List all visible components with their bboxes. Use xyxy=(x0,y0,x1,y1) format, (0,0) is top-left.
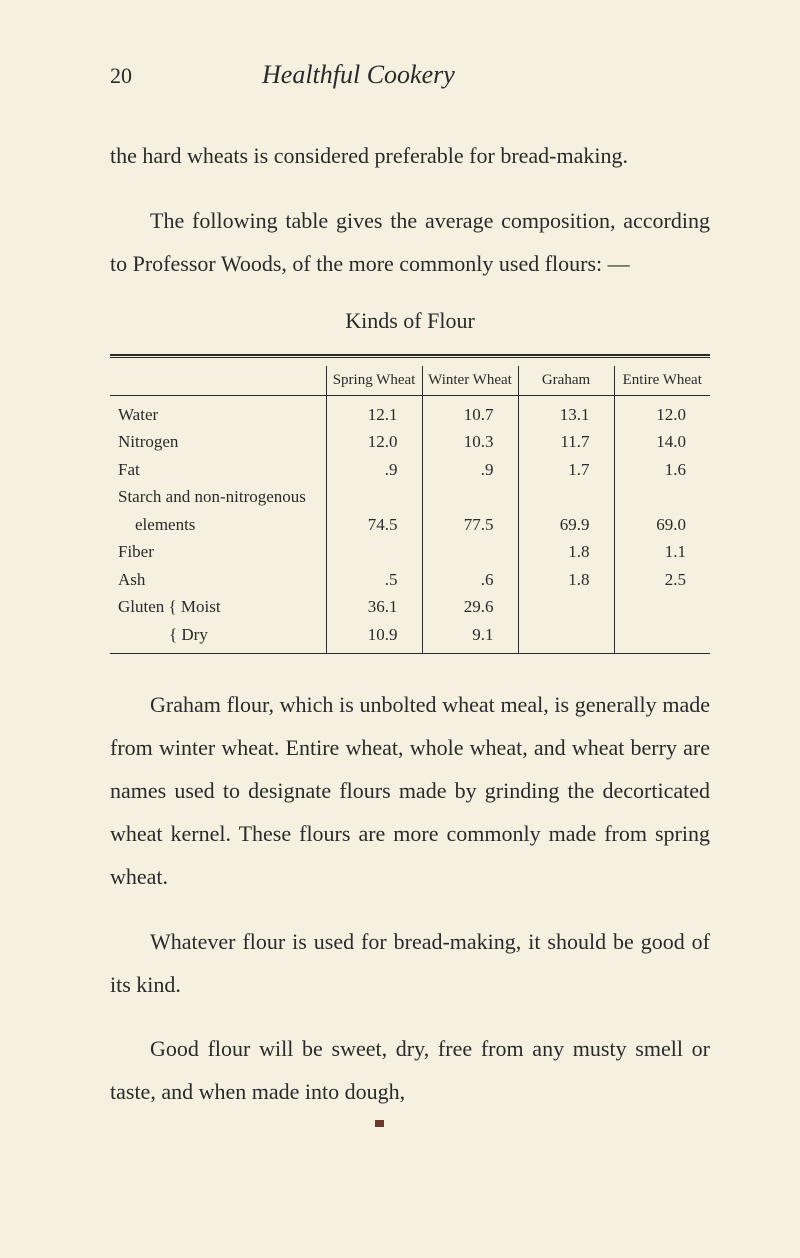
cell xyxy=(518,483,614,511)
cell: .9 xyxy=(422,456,518,484)
table-row: Fat .9 .9 1.7 1.6 xyxy=(110,456,710,484)
header-entire: Entire Wheat xyxy=(614,366,710,396)
row-label: Fat xyxy=(110,456,326,484)
cell: 1.1 xyxy=(614,538,710,566)
body-paragraph-1: Graham flour, which is unbolted wheat me… xyxy=(110,684,710,898)
cell xyxy=(518,621,614,654)
cell xyxy=(326,538,422,566)
row-label: Fiber xyxy=(110,538,326,566)
ornament-icon xyxy=(375,1120,384,1127)
row-label: Ash xyxy=(110,566,326,594)
row-label: elements xyxy=(110,511,326,539)
cell: .6 xyxy=(422,566,518,594)
table-header-row: Spring Wheat Winter Wheat Graham Entire … xyxy=(110,366,710,396)
row-label: Gluten { Moist xyxy=(110,593,326,621)
cell xyxy=(518,593,614,621)
table-top-rule xyxy=(110,354,710,358)
cell xyxy=(326,483,422,511)
cell: .5 xyxy=(326,566,422,594)
header-winter: Winter Wheat xyxy=(422,366,518,396)
table-row: { Dry 10.9 9.1 xyxy=(110,621,710,654)
header-graham: Graham xyxy=(518,366,614,396)
cell: 1.8 xyxy=(518,566,614,594)
intro-paragraph-2: The following table gives the average co… xyxy=(110,200,710,286)
row-label: Nitrogen xyxy=(110,428,326,456)
cell: 10.7 xyxy=(422,395,518,428)
cell xyxy=(614,483,710,511)
cell: 10.3 xyxy=(422,428,518,456)
header-blank xyxy=(110,366,326,396)
page-title: Healthful Cookery xyxy=(262,60,455,90)
flour-table: Spring Wheat Winter Wheat Graham Entire … xyxy=(110,366,710,655)
cell: 10.9 xyxy=(326,621,422,654)
intro-paragraph-1: the hard wheats is considered preferable… xyxy=(110,135,710,178)
table-row: Nitrogen 12.0 10.3 11.7 14.0 xyxy=(110,428,710,456)
table-title: Kinds of Flour xyxy=(110,308,710,334)
cell: 29.6 xyxy=(422,593,518,621)
cell: .9 xyxy=(326,456,422,484)
body-text: Graham flour, which is unbolted wheat me… xyxy=(110,684,710,1127)
row-label: { Dry xyxy=(110,621,326,654)
cell xyxy=(614,621,710,654)
table-row: Ash .5 .6 1.8 2.5 xyxy=(110,566,710,594)
cell: 14.0 xyxy=(614,428,710,456)
page-number: 20 xyxy=(110,63,132,89)
cell: 12.1 xyxy=(326,395,422,428)
cell: 12.0 xyxy=(614,395,710,428)
table-row: elements 74.5 77.5 69.9 69.0 xyxy=(110,511,710,539)
cell: 1.8 xyxy=(518,538,614,566)
table-row: Fiber 1.8 1.1 xyxy=(110,538,710,566)
cell: 77.5 xyxy=(422,511,518,539)
table-row: Gluten { Moist 36.1 29.6 xyxy=(110,593,710,621)
table-row: Water 12.1 10.7 13.1 12.0 xyxy=(110,395,710,428)
row-label: Starch and non-nitrogenous xyxy=(110,483,326,511)
header-spring: Spring Wheat xyxy=(326,366,422,396)
row-label: Water xyxy=(110,395,326,428)
cell xyxy=(422,483,518,511)
cell: 69.9 xyxy=(518,511,614,539)
cell: 9.1 xyxy=(422,621,518,654)
body-paragraph-3: Good flour will be sweet, dry, free from… xyxy=(110,1028,710,1114)
table-row: Starch and non-nitrogenous xyxy=(110,483,710,511)
cell: 1.7 xyxy=(518,456,614,484)
cell xyxy=(422,538,518,566)
cell: 2.5 xyxy=(614,566,710,594)
cell xyxy=(614,593,710,621)
page-header: 20 Healthful Cookery xyxy=(110,60,710,90)
cell: 11.7 xyxy=(518,428,614,456)
cell: 36.1 xyxy=(326,593,422,621)
cell: 69.0 xyxy=(614,511,710,539)
cell: 1.6 xyxy=(614,456,710,484)
cell: 12.0 xyxy=(326,428,422,456)
body-paragraph-2: Whatever flour is used for bread-making,… xyxy=(110,921,710,1007)
cell: 74.5 xyxy=(326,511,422,539)
cell: 13.1 xyxy=(518,395,614,428)
